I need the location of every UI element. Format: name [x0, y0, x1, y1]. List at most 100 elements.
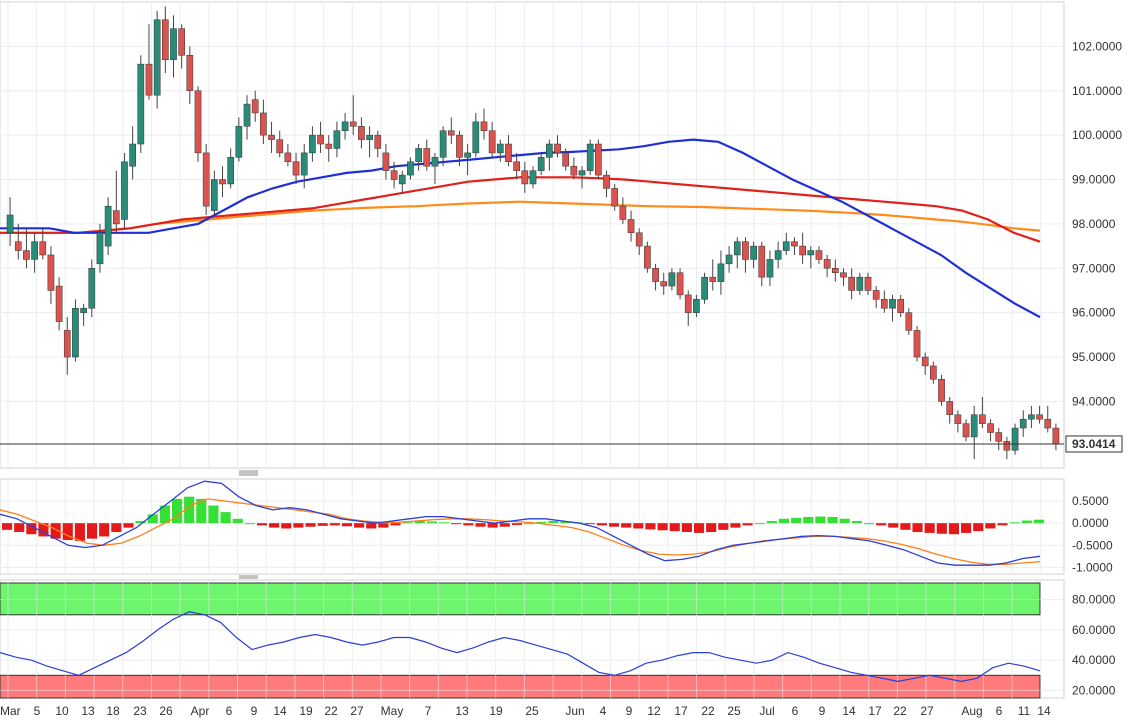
macd-bar: [839, 518, 850, 524]
macd-bar: [123, 523, 134, 528]
candle: [513, 152, 520, 180]
candle: [864, 272, 872, 295]
macd-bar: [414, 520, 425, 524]
macd-bar: [220, 512, 231, 524]
macd-bar: [936, 523, 947, 534]
macd-panel-frame: [0, 478, 1065, 575]
macd-bar: [329, 523, 340, 526]
price-tick-label: 100.0000: [1072, 128, 1122, 142]
candle: [129, 126, 136, 180]
date-tick-label: May: [381, 704, 404, 718]
candle: [496, 139, 504, 162]
macd-bar: [1021, 520, 1032, 524]
candle: [349, 95, 357, 136]
candle: [946, 396, 954, 424]
candle: [333, 121, 341, 158]
macd-bar: [973, 523, 984, 532]
candle: [145, 24, 153, 100]
macd-bar: [851, 520, 862, 524]
candle: [611, 183, 619, 211]
macd-bar: [730, 523, 741, 528]
panel-resize-handle-1[interactable]: [239, 470, 258, 476]
candle: [1011, 423, 1019, 455]
macd-bar: [948, 523, 960, 535]
candle: [831, 259, 839, 282]
candle: [211, 170, 218, 216]
candle: [170, 15, 177, 78]
candle: [693, 294, 700, 318]
candle: [652, 263, 659, 291]
candle: [521, 161, 529, 193]
rsi-panel: 80.0000 60.0000 40.0000 20.0000: [0, 579, 1116, 699]
candle: [603, 170, 610, 198]
price-tick-label: 96.0000: [1072, 306, 1116, 320]
candle: [930, 361, 937, 384]
macd-bar: [706, 523, 717, 533]
macd-bar: [378, 523, 389, 528]
candle: [39, 228, 47, 260]
candle: [407, 157, 414, 180]
macd-bar: [645, 523, 656, 530]
date-tick-label: 23: [133, 704, 147, 718]
rsi-zones: [0, 582, 1041, 699]
macd-bar: [487, 523, 498, 528]
macd-bar: [924, 523, 935, 533]
candle: [104, 197, 112, 255]
price-tick-label: 95.0000: [1072, 350, 1116, 364]
rsi-axis: 80.0000 60.0000 40.0000 20.0000: [1072, 593, 1116, 698]
macd-bar: [961, 523, 972, 533]
candle: [970, 405, 978, 460]
candle: [595, 139, 602, 180]
macd-bar: [451, 523, 462, 525]
macd-bar: [111, 523, 122, 533]
candle: [47, 246, 55, 304]
candle: [684, 290, 692, 326]
rsi-grid: [0, 580, 1064, 698]
macd-bar: [742, 523, 753, 526]
candle: [1003, 436, 1011, 460]
rsi-tick-label: 60.0000: [1072, 623, 1116, 637]
date-axis: Mar 5 10 13 18 23 26 Apr 6 9 14 19 22 27 May 7 13 19 25 Jun…: [0, 704, 1051, 718]
candle: [962, 419, 970, 442]
candle: [905, 308, 913, 335]
macd-bar: [900, 523, 911, 530]
macd-tick-label: -0.5000: [1072, 538, 1113, 552]
macd-bar: [718, 523, 729, 530]
candle: [799, 232, 806, 264]
price-axis: 102.0000 101.0000 100.0000 99.0000 98.0000 97…: [1072, 39, 1122, 408]
macd-bar: [548, 520, 559, 524]
macd-bar: [536, 521, 547, 524]
macd-line: [0, 480, 1041, 566]
date-tick-label: 22: [324, 704, 338, 718]
candle: [733, 237, 741, 269]
candle: [415, 144, 422, 171]
date-tick-label: 10: [55, 704, 69, 718]
price-tick-label: 99.0000: [1072, 173, 1116, 187]
date-tick-label: 14: [842, 704, 856, 718]
candle: [202, 144, 210, 216]
macd-bar: [499, 523, 510, 527]
candle: [1019, 410, 1027, 437]
date-tick-label: 13: [455, 704, 469, 718]
macd-bar: [669, 523, 680, 532]
candle: [750, 241, 757, 269]
macd-bar: [390, 523, 401, 526]
candle: [554, 135, 561, 158]
candle: [807, 246, 815, 269]
macd-bar: [621, 523, 632, 528]
date-tick-label: 11: [1018, 704, 1031, 718]
candle: [660, 272, 668, 295]
price-panel: 102.0000 101.0000 100.0000 99.0000 98.0000 97…: [0, 1, 1123, 469]
candle: [889, 294, 896, 322]
price-tick-label: 101.0000: [1072, 84, 1122, 98]
macd-bar: [196, 498, 207, 524]
panel-resize-handle-2[interactable]: [239, 575, 258, 579]
macd-bar: [778, 518, 790, 524]
candle: [758, 241, 766, 287]
macd-lines: [0, 480, 1041, 566]
macd-bar: [876, 523, 887, 526]
date-tick-label: Apr: [191, 704, 210, 718]
candle: [774, 241, 782, 269]
candle: [55, 277, 63, 331]
